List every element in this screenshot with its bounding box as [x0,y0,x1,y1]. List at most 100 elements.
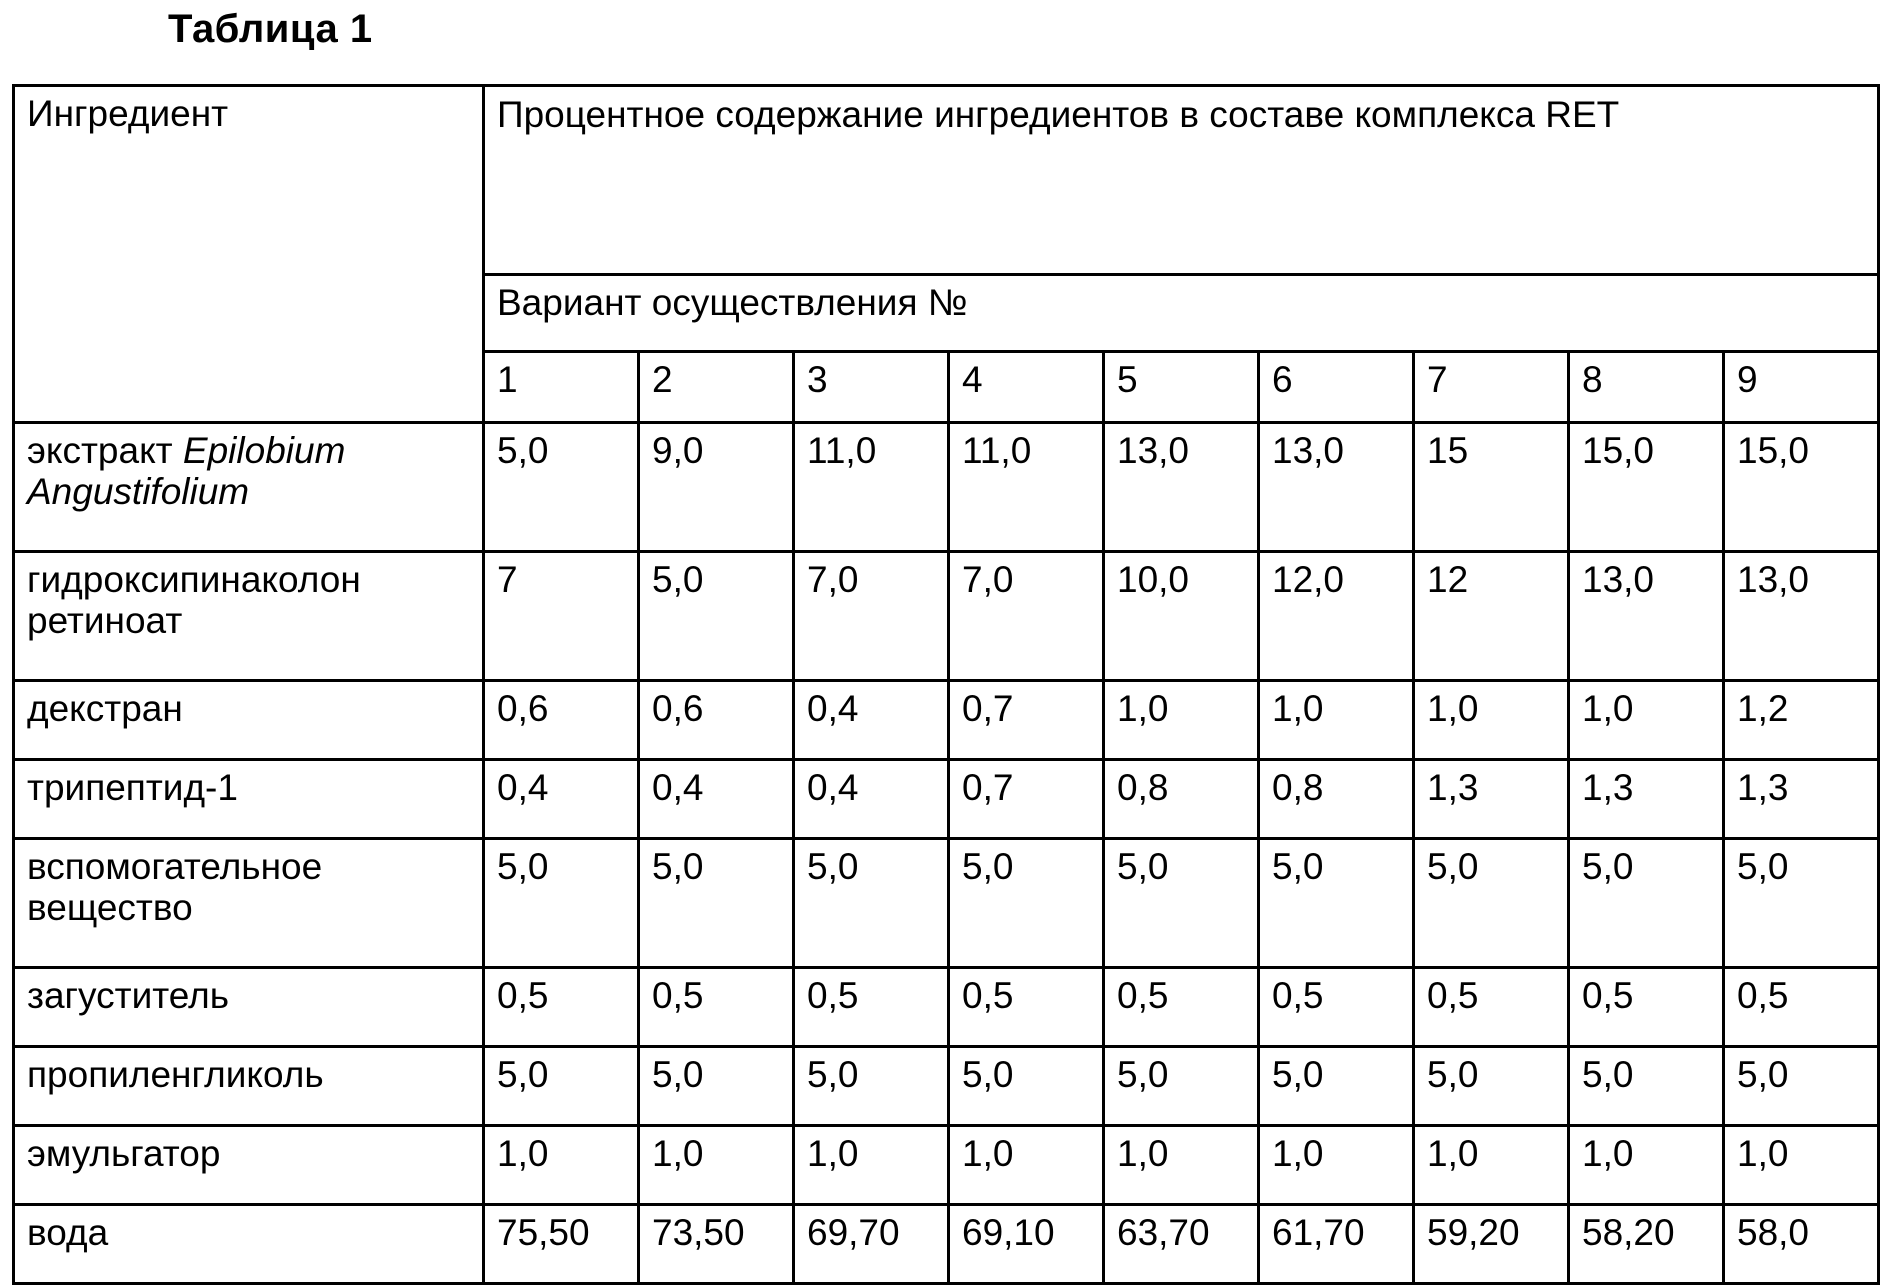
value-cell: 5,0 [1104,839,1259,968]
value-cell: 5,0 [1569,1047,1724,1126]
value-cell: 5,0 [1259,1047,1414,1126]
value-cell: 0,6 [639,681,794,760]
value-cell: 15,0 [1569,423,1724,552]
value-cell: 5,0 [1724,839,1879,968]
value-cell: 13,0 [1569,552,1724,681]
value-cell: 13,0 [1104,423,1259,552]
value-cell: 10,0 [1104,552,1259,681]
ingredient-name-cell: вспомогательное вещество [14,839,484,968]
value-cell: 0,4 [794,760,949,839]
value-cell: 0,5 [949,968,1104,1047]
value-cell: 1,0 [1414,681,1569,760]
column-header-ingredient: Ингредиент [14,86,484,423]
value-cell: 0,5 [1104,968,1259,1047]
value-cell: 1,3 [1724,760,1879,839]
table-row: декстран0,60,60,40,71,01,01,01,01,2 [14,681,1879,760]
value-cell: 5,0 [949,839,1104,968]
value-cell: 1,0 [639,1126,794,1205]
value-cell: 7,0 [949,552,1104,681]
value-cell: 5,0 [1104,1047,1259,1126]
value-cell: 0,5 [1569,968,1724,1047]
ingredient-name-cell: эмульгатор [14,1126,484,1205]
column-header-variant-4: 4 [949,352,1104,423]
table-row: экстракт Epilobium Angustifolium5,09,011… [14,423,1879,552]
column-header-variant: Вариант осуществления № [484,275,1879,352]
value-cell: 1,0 [1414,1126,1569,1205]
column-header-variant-5: 5 [1104,352,1259,423]
value-cell: 0,5 [639,968,794,1047]
value-cell: 7 [484,552,639,681]
value-cell: 12,0 [1259,552,1414,681]
value-cell: 7,0 [794,552,949,681]
table-row: трипептид-10,40,40,40,70,80,81,31,31,3 [14,760,1879,839]
value-cell: 1,0 [484,1126,639,1205]
value-cell: 5,0 [1259,839,1414,968]
value-cell: 5,0 [484,423,639,552]
value-cell: 58,20 [1569,1205,1724,1284]
value-cell: 5,0 [639,1047,794,1126]
column-header-variant-7: 7 [1414,352,1569,423]
table-row: вспомогательное вещество5,05,05,05,05,05… [14,839,1879,968]
value-cell: 0,5 [484,968,639,1047]
value-cell: 11,0 [794,423,949,552]
value-cell: 1,0 [1259,1126,1414,1205]
value-cell: 0,8 [1104,760,1259,839]
value-cell: 61,70 [1259,1205,1414,1284]
value-cell: 15 [1414,423,1569,552]
column-header-variant-6: 6 [1259,352,1414,423]
table-row: вода75,5073,5069,7069,1063,7061,7059,205… [14,1205,1879,1284]
value-cell: 1,0 [1724,1126,1879,1205]
column-header-variant-3: 3 [794,352,949,423]
value-cell: 69,70 [794,1205,949,1284]
value-cell: 5,0 [794,839,949,968]
value-cell: 5,0 [1569,839,1724,968]
header-row-percent: Ингредиент Процентное содержание ингреди… [14,86,1879,275]
value-cell: 1,0 [1104,1126,1259,1205]
ingredient-name-cell: экстракт Epilobium Angustifolium [14,423,484,552]
column-header-percent-content: Процентное содержание ингредиентов в сос… [484,86,1879,275]
ingredient-name-cell: вода [14,1205,484,1284]
value-cell: 0,5 [1724,968,1879,1047]
value-cell: 5,0 [484,1047,639,1126]
value-cell: 5,0 [949,1047,1104,1126]
table-row: пропиленгликоль5,05,05,05,05,05,05,05,05… [14,1047,1879,1126]
value-cell: 0,4 [484,760,639,839]
value-cell: 1,3 [1569,760,1724,839]
value-cell: 1,0 [949,1126,1104,1205]
value-cell: 1,0 [1259,681,1414,760]
ingredient-label-plain: экстракт [27,430,183,471]
table-row: гидроксипинаколон ретиноат75,07,07,010,0… [14,552,1879,681]
ingredient-name-cell: гидроксипинаколон ретиноат [14,552,484,681]
value-cell: 0,5 [1414,968,1569,1047]
value-cell: 9,0 [639,423,794,552]
value-cell: 0,5 [1259,968,1414,1047]
value-cell: 0,8 [1259,760,1414,839]
value-cell: 13,0 [1724,552,1879,681]
value-cell: 59,20 [1414,1205,1569,1284]
value-cell: 58,0 [1724,1205,1879,1284]
value-cell: 12 [1414,552,1569,681]
value-cell: 5,0 [639,552,794,681]
column-header-variant-8: 8 [1569,352,1724,423]
value-cell: 5,0 [1724,1047,1879,1126]
value-cell: 0,4 [639,760,794,839]
table-row: эмульгатор1,01,01,01,01,01,01,01,01,0 [14,1126,1879,1205]
value-cell: 1,0 [794,1126,949,1205]
column-header-variant-2: 2 [639,352,794,423]
value-cell: 13,0 [1259,423,1414,552]
value-cell: 75,50 [484,1205,639,1284]
value-cell: 5,0 [639,839,794,968]
table-row: загуститель0,50,50,50,50,50,50,50,50,5 [14,968,1879,1047]
value-cell: 69,10 [949,1205,1104,1284]
value-cell: 0,5 [794,968,949,1047]
value-cell: 63,70 [1104,1205,1259,1284]
value-cell: 5,0 [484,839,639,968]
value-cell: 0,4 [794,681,949,760]
column-header-variant-1: 1 [484,352,639,423]
value-cell: 1,0 [1104,681,1259,760]
value-cell: 1,0 [1569,681,1724,760]
value-cell: 1,2 [1724,681,1879,760]
value-cell: 0,7 [949,760,1104,839]
table-caption: Таблица 1 [168,6,373,52]
ingredient-name-cell: декстран [14,681,484,760]
